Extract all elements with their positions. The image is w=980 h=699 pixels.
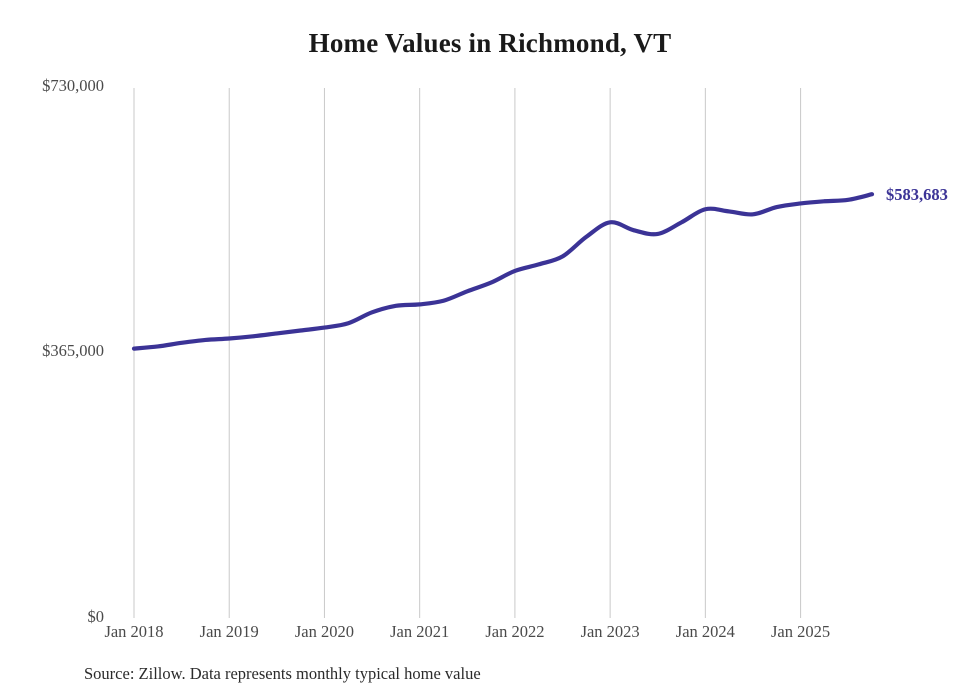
xtick-label: Jan 2021 [390,622,450,641]
chart-title: Home Values in Richmond, VT [308,28,672,58]
xtick-label: Jan 2020 [294,622,354,641]
ytick-label-mid: $365,000 [42,341,104,360]
xtick-label: Jan 2018 [104,622,164,641]
xtick-label: Jan 2019 [199,622,259,641]
home-value-line [131,192,875,351]
source-note: Source: Zillow. Data represents monthly … [84,664,481,683]
ytick-label-zero: $0 [87,607,105,626]
endpoint-value-label: $583,683 [886,185,948,205]
xtick-label: Jan 2023 [580,622,640,641]
xtick-label: Jan 2022 [485,622,545,641]
xtick-label: Jan 2024 [675,622,735,641]
xtick-label: Jan 2025 [771,622,831,641]
ytick-label-top: $730,000 [42,76,104,95]
gridlines [133,88,802,618]
